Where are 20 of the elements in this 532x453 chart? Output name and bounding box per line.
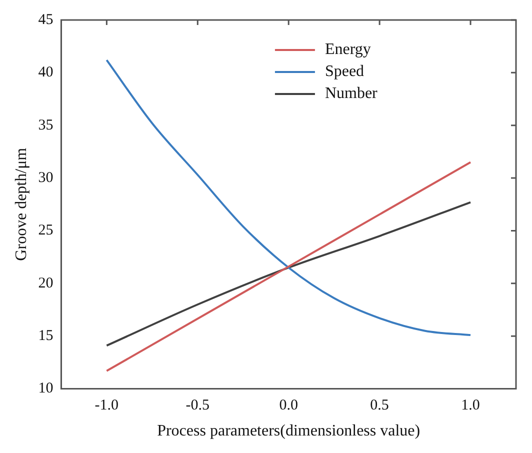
x-tick-label: -0.5 — [186, 398, 210, 414]
legend-label: Speed — [324, 63, 364, 80]
legend-label: Energy — [324, 41, 371, 58]
line-series — [106, 201, 472, 347]
x-axis-title: Process parameters(dimensionless value) — [157, 422, 420, 440]
y-tick-label: 35 — [38, 117, 54, 134]
legend-label: Number — [324, 85, 378, 102]
line-series — [106, 59, 472, 336]
x-tick-label: 1.0 — [461, 398, 480, 414]
y-tick-label: 20 — [38, 275, 54, 292]
y-tick-label: 25 — [38, 222, 54, 239]
y-tick-label: 40 — [38, 64, 54, 81]
y-tick-label: 30 — [38, 170, 54, 186]
y-tick-label: 15 — [38, 328, 54, 344]
y-axis-title: Groove depth/μm — [12, 147, 30, 261]
x-tick-label: 0.5 — [370, 398, 389, 414]
x-tick-label: -1.0 — [94, 398, 119, 414]
y-tick-label: 45 — [38, 12, 54, 28]
y-tick-label: 10 — [38, 380, 54, 397]
x-tick-label: 0.0 — [279, 398, 298, 414]
